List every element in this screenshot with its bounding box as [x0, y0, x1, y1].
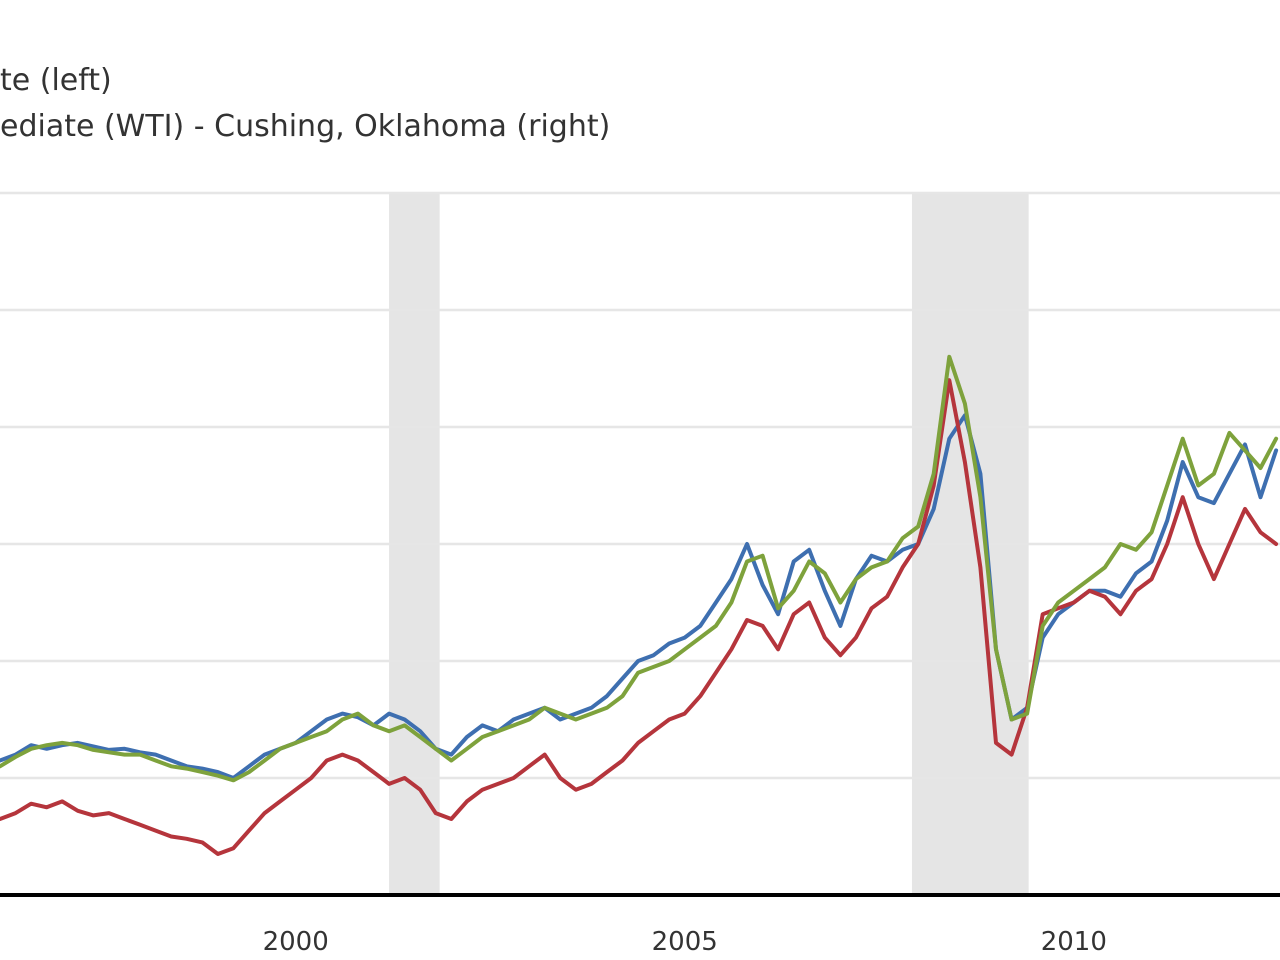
x-axis-ticks: 2000 2005 2010	[263, 927, 1107, 957]
series-line-1	[0, 413, 1279, 780]
legend: te (left) ediate (WTI) - Cushing, Oklaho…	[0, 63, 610, 144]
x-tick-label: 2000	[263, 927, 329, 957]
series-line-3	[0, 354, 1279, 783]
gridlines	[0, 191, 1280, 780]
x-tick-label: 2005	[652, 927, 718, 957]
legend-item-2: ediate (WTI) - Cushing, Oklahoma (right)	[0, 109, 610, 144]
x-tick-label: 2010	[1041, 927, 1107, 957]
legend-item-1: te (left)	[0, 63, 112, 98]
series-line-2	[0, 378, 1279, 856]
series-lines	[0, 354, 1279, 856]
